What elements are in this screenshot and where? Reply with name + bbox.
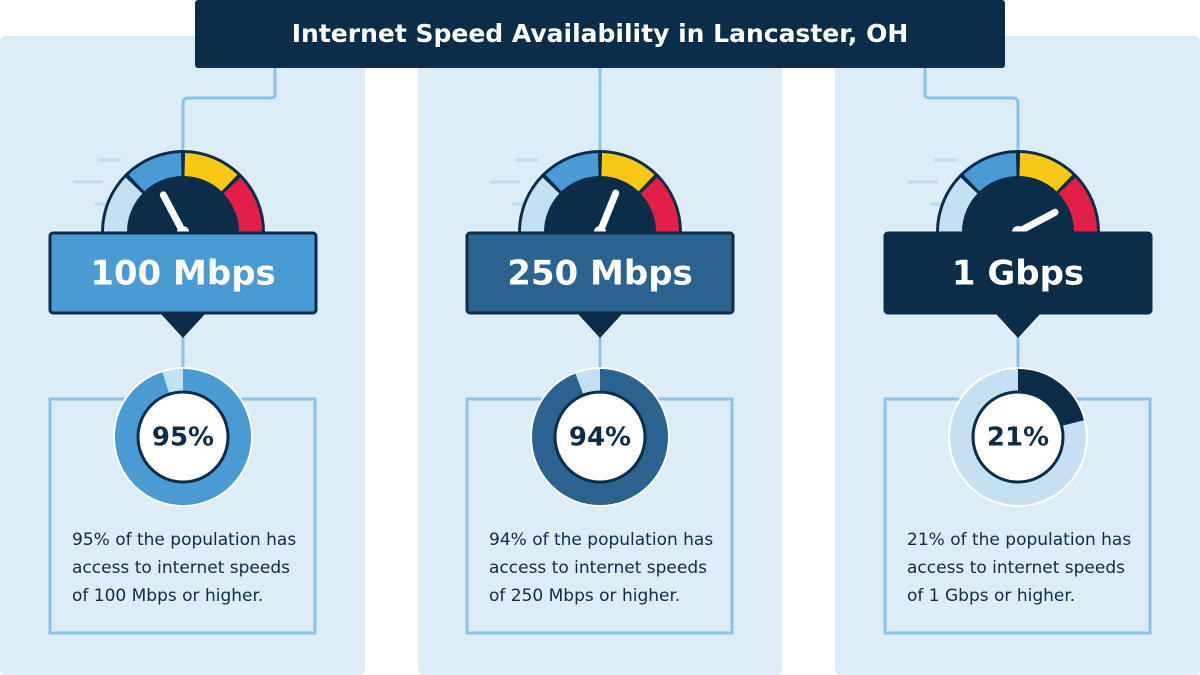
gauge-segment [223,177,262,244]
gauge-segment [1058,177,1097,244]
speed-box [883,231,1153,315]
gauge-needle [159,191,187,236]
donut-value-label: 21% [987,423,1049,453]
donut-hole [553,390,647,484]
description-line: of 250 Mbps or higher. [489,586,680,606]
gauge-segment [640,177,679,244]
donut-arc [532,369,668,505]
connector [923,68,1020,160]
gauge-segment [938,177,978,244]
description-line: access to internet speeds [489,558,707,578]
speed-pointer [578,314,622,338]
connectors [181,68,1020,160]
page-title: Internet Speed Availability in Lancaster… [292,19,909,48]
description-line: 21% of the population has [907,530,1131,550]
donut-value-label: 95% [152,423,214,453]
gauge-segment [103,177,143,244]
donut-value-label: 94% [569,423,631,453]
gauge-needle [1014,208,1059,236]
speed-pointer [161,314,205,338]
gauge-segment [1019,153,1073,192]
speed-box [465,231,735,315]
gauge-segment [184,153,238,192]
gauge-segment [545,153,599,192]
description-line: 95% of the population has [72,530,296,550]
donut-hole [971,390,1065,484]
speed-label: 250 Mbps [507,254,693,294]
donut-hole [136,390,230,484]
description-line: of 100 Mbps or higher. [72,586,263,606]
speed-pointer [996,314,1040,338]
speed-label: 1 Gbps [952,254,1084,294]
description-line: 94% of the population has [489,530,713,550]
donut-arc [950,369,1086,505]
gauge-needle [596,189,620,236]
description-line: access to internet speeds [72,558,290,578]
description-line: access to internet speeds [907,558,1125,578]
description-line: of 1 Gbps or higher. [907,586,1075,606]
connector [181,68,277,160]
gauge-segment [601,153,655,192]
speed-box [48,231,318,315]
gauge-segment [521,177,560,244]
gauge-segment [128,153,182,192]
speed-label: 100 Mbps [90,254,276,294]
title-box [195,0,1005,68]
gauge-segment [963,153,1017,192]
donut-arc [115,369,251,505]
